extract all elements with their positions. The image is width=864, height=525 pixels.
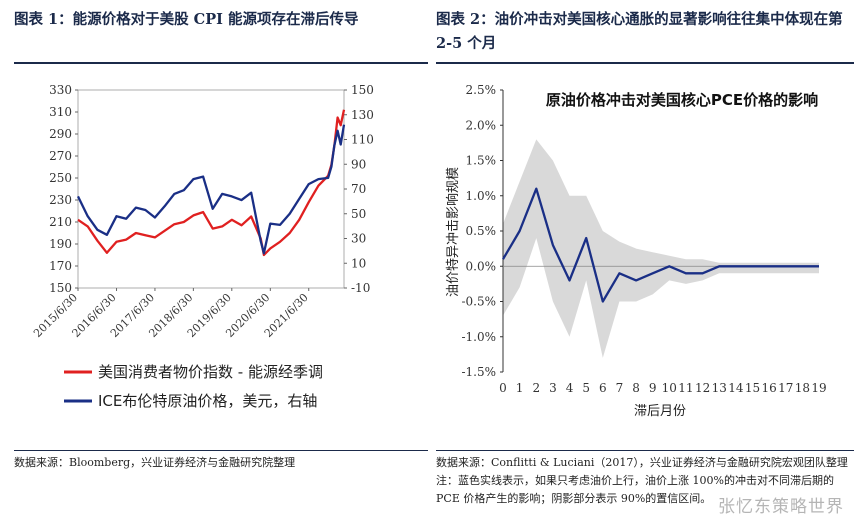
right-plot-title: 原油价格冲击对美国核心PCE价格的影响 — [546, 91, 818, 109]
right-y-tick-label-5: 90 — [351, 157, 366, 171]
right-top-rule — [436, 62, 854, 64]
left-y-tick-label-0: 150 — [49, 281, 72, 295]
right-x-tick-label-4: 4 — [566, 381, 574, 395]
right-y-tick-label-6: 110 — [351, 133, 374, 147]
right-x-tick-label-6: 6 — [599, 381, 607, 395]
right-y-tick-label-4: 70 — [351, 182, 366, 196]
right-x-tick-label-2: 2 — [532, 381, 540, 395]
right-y-tick-label-4: 0.5% — [466, 224, 497, 238]
right-x-tick-label-19: 19 — [811, 381, 826, 395]
left-y-tick-label-8: 310 — [49, 105, 72, 119]
left-legend-label-1: ICE布伦特原油价格，美元，右轴 — [98, 392, 317, 410]
right-y-tick-label-1: 2.0% — [466, 118, 497, 132]
right-x-tick-label-16: 16 — [761, 381, 776, 395]
right-x-axis-label: 滞后月份 — [634, 404, 686, 419]
right-chart-title: 图表 2：油价冲击对美国核心通胀的显著影响往往集中体现在第 2-5 个月 — [436, 11, 843, 52]
right-y-tick-label-0: -10 — [351, 281, 370, 295]
left-y-tick-label-9: 330 — [49, 83, 72, 97]
right-y-tick-label-8: -1.5% — [461, 365, 496, 379]
right-y-axis-label: 油价特异冲击影响规模 — [445, 167, 461, 297]
right-x-tick-label-8: 8 — [632, 381, 640, 395]
left-y-tick-label-6: 270 — [49, 149, 72, 163]
right-source-line: 数据来源：Conflitti & Luciani（2017），兴业证券经济与金融… — [436, 456, 848, 469]
right-y-tick-label-2: 30 — [351, 232, 366, 246]
right-y-tick-label-5: 0.0% — [466, 259, 497, 273]
left-plot-frame — [77, 89, 345, 289]
left-y-tick-label-1: 170 — [49, 259, 72, 273]
right-x-tick-label-12: 12 — [695, 381, 710, 395]
right-x-tick-label-3: 3 — [549, 381, 557, 395]
right-y-tick-label-0: 2.5% — [466, 83, 497, 97]
right-x-tick-label-5: 5 — [582, 381, 590, 395]
left-y-tick-label-7: 290 — [49, 127, 72, 141]
right-impact-line — [502, 187, 819, 303]
right-source-note: 数据来源：Conflitti & Luciani（2017），兴业证券经济与金融… — [436, 454, 852, 508]
right-note-line: 注：蓝色实线表示，如果只考虑油价上行，油价上涨 100%的冲击对不同滞后期的 P… — [436, 474, 834, 505]
confidence-band — [503, 139, 819, 358]
right-chart: 2.5% 2.0% 1.5% 1.0% 0.5% 0.0% -0.5% -1.0% -1.5%0… — [445, 83, 827, 419]
right-x-tick-label-13: 13 — [712, 381, 727, 395]
left-y-tick-label-2: 190 — [49, 237, 72, 251]
right-x-tick-label-15: 15 — [745, 381, 760, 395]
left-y-tick-label-4: 230 — [49, 193, 72, 207]
right-y-tick-label-6: -0.5% — [461, 295, 496, 309]
right-x-tick-label-1: 1 — [516, 381, 524, 395]
right-y-tick-label-3: 1.0% — [466, 189, 497, 203]
right-y-tick-label-2: 1.5% — [466, 154, 497, 168]
left-y-tick-label-5: 250 — [49, 171, 72, 185]
right-x-tick-label-11: 11 — [678, 381, 693, 395]
watermark: 张忆东策略世界 — [718, 497, 844, 517]
left-chart-title: 图表 1：能源价格对于美股 CPI 能源项存在滞后传导 — [14, 11, 359, 28]
right-y-tick-label-8: 150 — [351, 83, 374, 97]
left-top-rule — [14, 62, 428, 64]
right-x-tick-label-10: 10 — [662, 381, 677, 395]
right-x-tick-label-17: 17 — [778, 381, 793, 395]
left-series-line-1 — [76, 124, 346, 255]
right-x-tick-label-18: 18 — [795, 381, 810, 395]
right-y-tick-label-7: 130 — [351, 108, 374, 122]
right-y-tick-label-3: 50 — [351, 207, 366, 221]
right-x-tick-label-0: 0 — [499, 381, 507, 395]
left-chart: 150 170 190 210 230 250 270 290 310 330 -10 10 30 50 7… — [31, 83, 374, 410]
left-legend-label-0: 美国消费者物价指数 - 能源经季调 — [98, 363, 323, 381]
right-y-tick-label-1: 10 — [351, 256, 366, 270]
right-x-tick-label-9: 9 — [649, 381, 657, 395]
right-x-tick-label-7: 7 — [616, 381, 624, 395]
left-series-line-0 — [77, 109, 346, 257]
right-y-tick-label-7: -1.0% — [461, 330, 496, 344]
right-x-tick-label-14: 14 — [728, 381, 744, 395]
left-bottom-rule — [14, 450, 428, 451]
right-bottom-rule — [436, 450, 854, 451]
left-y-tick-label-3: 210 — [49, 215, 72, 229]
left-source-note: 数据来源：Bloomberg，兴业证券经济与金融研究院整理 — [14, 456, 296, 469]
